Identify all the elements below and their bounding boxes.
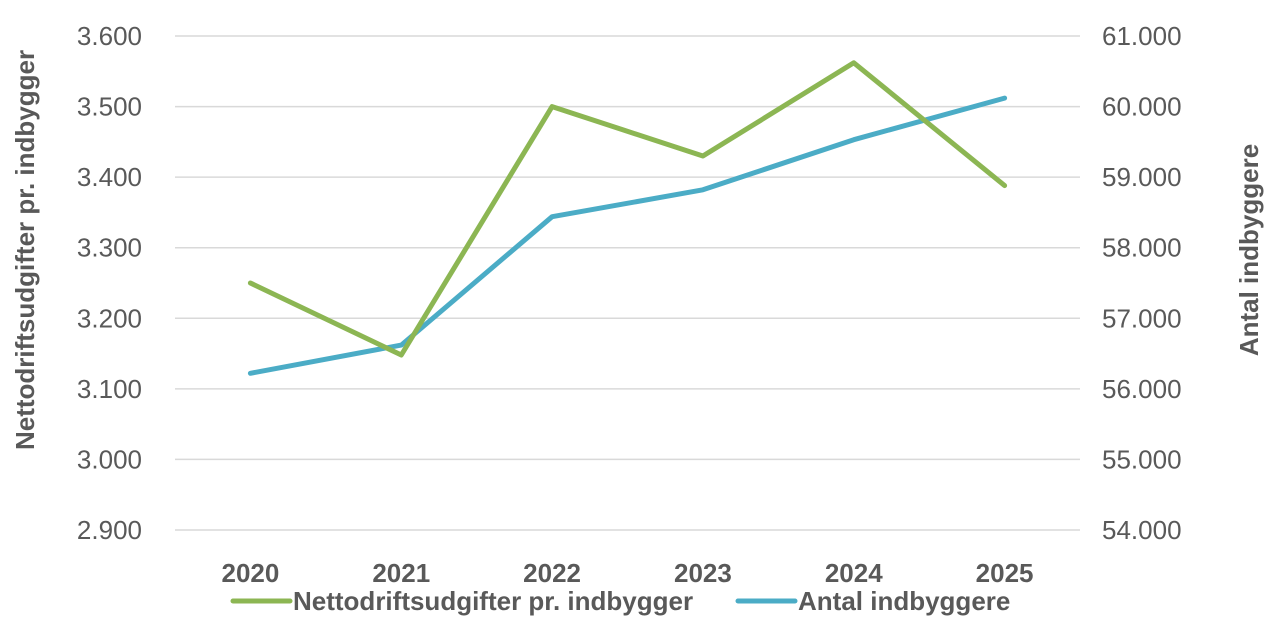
right-tick-label: 59.000 <box>1102 162 1182 192</box>
right-tick-label: 61.000 <box>1102 21 1182 51</box>
x-tick-label: 2022 <box>523 558 581 588</box>
left-tick-label: 3.500 <box>77 92 142 122</box>
x-axis-ticks: 2020 2021 2022 2023 2024 2025 <box>221 558 1033 588</box>
left-axis-ticks: 2.900 3.000 3.100 3.200 3.300 3.400 3.500 3.600 <box>77 21 142 545</box>
left-tick-label: 3.300 <box>77 233 142 263</box>
x-tick-label: 2023 <box>674 558 732 588</box>
right-tick-label: 60.000 <box>1102 92 1182 122</box>
x-tick-label: 2025 <box>976 558 1034 588</box>
right-tick-label: 54.000 <box>1102 515 1182 545</box>
legend: Nettodriftsudgifter pr. indbygger Antal i… <box>230 586 1010 616</box>
series-line-nettodriftsudgifter <box>247 60 1008 358</box>
left-tick-label: 2.900 <box>77 515 142 545</box>
right-tick-label: 56.000 <box>1102 374 1182 404</box>
left-tick-label: 3.200 <box>77 303 142 333</box>
x-tick-label: 2020 <box>221 558 279 588</box>
x-tick-label: 2024 <box>825 558 883 588</box>
left-tick-label: 3.600 <box>77 21 142 51</box>
series-line-antal-indbyggere <box>247 95 1008 376</box>
right-tick-label: 57.000 <box>1102 303 1182 333</box>
right-axis-title: Antal indbyggere <box>1234 144 1264 356</box>
right-axis-ticks: 54.000 55.000 56.000 57.000 58.000 59.000 60.0… <box>1102 21 1182 545</box>
left-axis-title: Nettodriftsudgifter pr. indbygger <box>10 50 40 450</box>
gridlines <box>175 35 1080 531</box>
legend-label: Nettodriftsudgifter pr. indbygger <box>293 586 693 616</box>
left-tick-label: 3.000 <box>77 444 142 474</box>
legend-label: Antal indbyggere <box>798 586 1010 616</box>
left-tick-label: 3.400 <box>77 162 142 192</box>
x-tick-label: 2021 <box>372 558 430 588</box>
series-lines <box>247 60 1008 376</box>
right-tick-label: 55.000 <box>1102 444 1182 474</box>
right-tick-label: 58.000 <box>1102 233 1182 263</box>
left-tick-label: 3.100 <box>77 374 142 404</box>
